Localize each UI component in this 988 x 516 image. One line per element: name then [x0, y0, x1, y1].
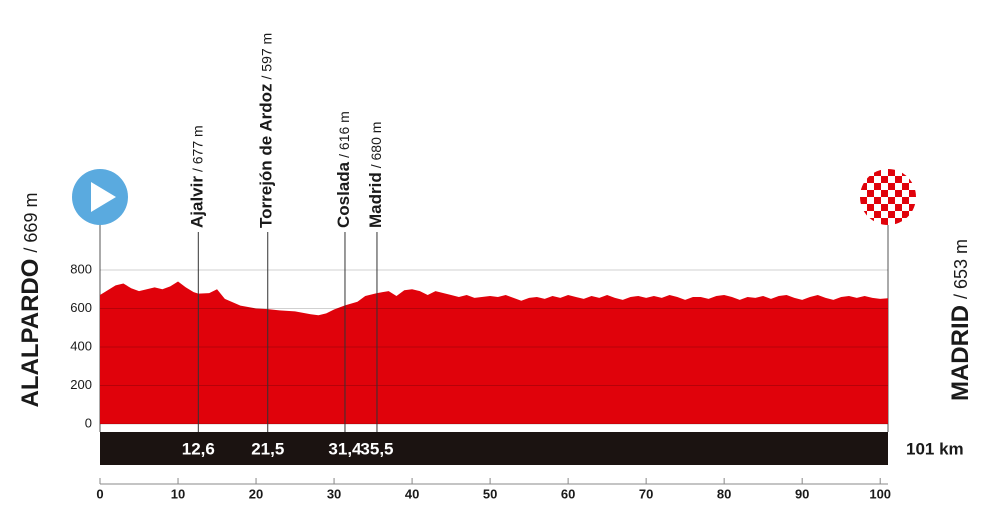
- marker-label: Coslada / 616 m: [334, 111, 353, 228]
- finish-name: MADRID: [947, 305, 974, 401]
- x-tick-label: 20: [249, 486, 263, 501]
- marker-label: Madrid / 680 m: [366, 122, 385, 228]
- finish-elevation: / 653 m: [951, 239, 971, 299]
- marker-label: Ajalvir / 677 m: [188, 125, 207, 228]
- y-tick-label: 200: [70, 377, 92, 392]
- x-tick-label: 10: [171, 486, 185, 501]
- marker-km: 31,4: [328, 439, 362, 458]
- finish-icon: [860, 169, 916, 225]
- marker-elevation: / 680 m: [368, 122, 384, 169]
- start-arrow: [91, 182, 116, 212]
- marker-name: Coslada: [334, 161, 353, 228]
- distance-bar: [100, 432, 888, 465]
- x-tick-label: 50: [483, 486, 497, 501]
- marker-label: Torrejón de Ardoz / 597 m: [257, 33, 276, 228]
- marker-name: Ajalvir: [188, 176, 207, 228]
- marker-name: Torrejón de Ardoz: [257, 84, 276, 229]
- start-name: ALALPARDO: [17, 259, 44, 408]
- x-tick-label: 70: [639, 486, 653, 501]
- y-tick-label: 800: [70, 261, 92, 276]
- marker-elevation: / 616 m: [336, 111, 352, 158]
- y-tick-label: 400: [70, 338, 92, 353]
- marker-elevation: / 597 m: [258, 33, 274, 80]
- y-tick-label: 600: [70, 300, 92, 315]
- x-tick-label: 80: [717, 486, 731, 501]
- distance-label: 101 km: [906, 439, 964, 458]
- marker-km: 12,6: [182, 439, 215, 458]
- x-tick-label: 0: [96, 486, 103, 501]
- x-tick-label: 60: [561, 486, 575, 501]
- marker-elevation: / 677 m: [189, 125, 205, 172]
- y-tick-label: 0: [85, 415, 92, 430]
- marker-km: 21,5: [251, 439, 284, 458]
- x-tick-label: 100: [869, 486, 891, 501]
- x-tick-label: 30: [327, 486, 341, 501]
- x-tick-label: 90: [795, 486, 809, 501]
- marker-km: 35,5: [360, 439, 393, 458]
- finish-label: MADRID / 653 m: [947, 239, 974, 401]
- start-elevation: / 669 m: [21, 193, 41, 253]
- elevation-area: [100, 281, 888, 424]
- x-tick-label: 40: [405, 486, 419, 501]
- start-label: ALALPARDO / 669 m: [17, 193, 44, 408]
- marker-name: Madrid: [366, 172, 385, 228]
